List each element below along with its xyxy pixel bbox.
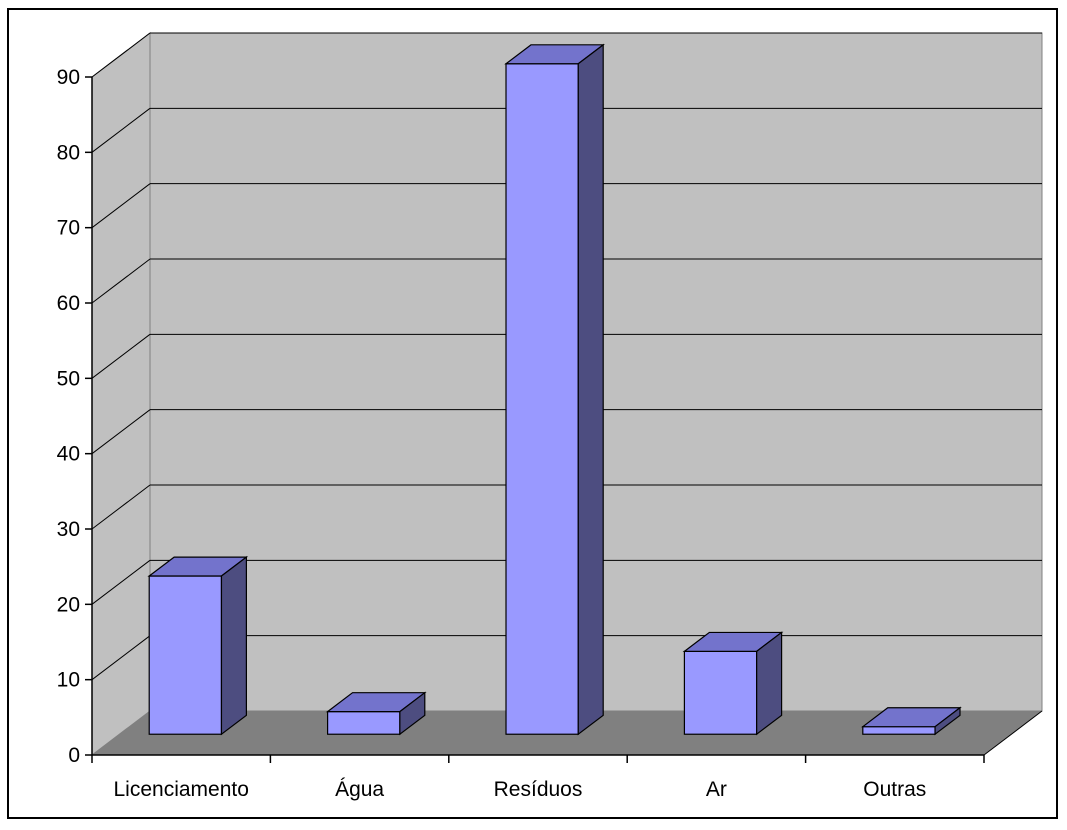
floor-edge xyxy=(983,710,1043,756)
y-tick-label: 20 xyxy=(57,593,80,616)
bar-side xyxy=(934,706,961,736)
bar-side xyxy=(756,631,783,736)
y-tick-label: 10 xyxy=(57,669,80,692)
gridline-side xyxy=(91,333,151,379)
bar-side xyxy=(577,43,604,736)
y-tick-label: 70 xyxy=(57,217,80,240)
gridline-side xyxy=(91,32,151,78)
y-tick-label: 40 xyxy=(57,443,80,466)
bar xyxy=(327,711,401,735)
x-tick-label: Água xyxy=(335,778,384,801)
bar xyxy=(862,726,936,735)
gridline-side xyxy=(91,484,151,530)
side-wall xyxy=(91,31,151,757)
gridline-side xyxy=(91,409,151,455)
gridline-side xyxy=(91,559,151,605)
x-tick-label: Resíduos xyxy=(494,778,583,801)
gridline-side xyxy=(91,258,151,304)
bar xyxy=(683,650,758,735)
gridline-side xyxy=(91,107,151,153)
y-tick-label: 60 xyxy=(57,292,80,315)
bar xyxy=(505,63,579,735)
y-tick-label: 80 xyxy=(57,141,80,164)
x-tick-label: Licenciamento xyxy=(113,778,248,801)
y-tick-label: 50 xyxy=(57,367,80,390)
gridline-side xyxy=(91,635,151,681)
y-tick-label: 30 xyxy=(57,518,80,541)
y-tick-label: 0 xyxy=(68,744,80,767)
y-tick-label: 90 xyxy=(57,66,80,89)
bar-side xyxy=(399,691,426,736)
x-tick-label: Ar xyxy=(706,778,727,801)
gridline-side xyxy=(91,183,151,229)
bar-side xyxy=(220,555,247,736)
bar xyxy=(148,575,223,735)
x-tick-label: Outras xyxy=(863,778,926,801)
